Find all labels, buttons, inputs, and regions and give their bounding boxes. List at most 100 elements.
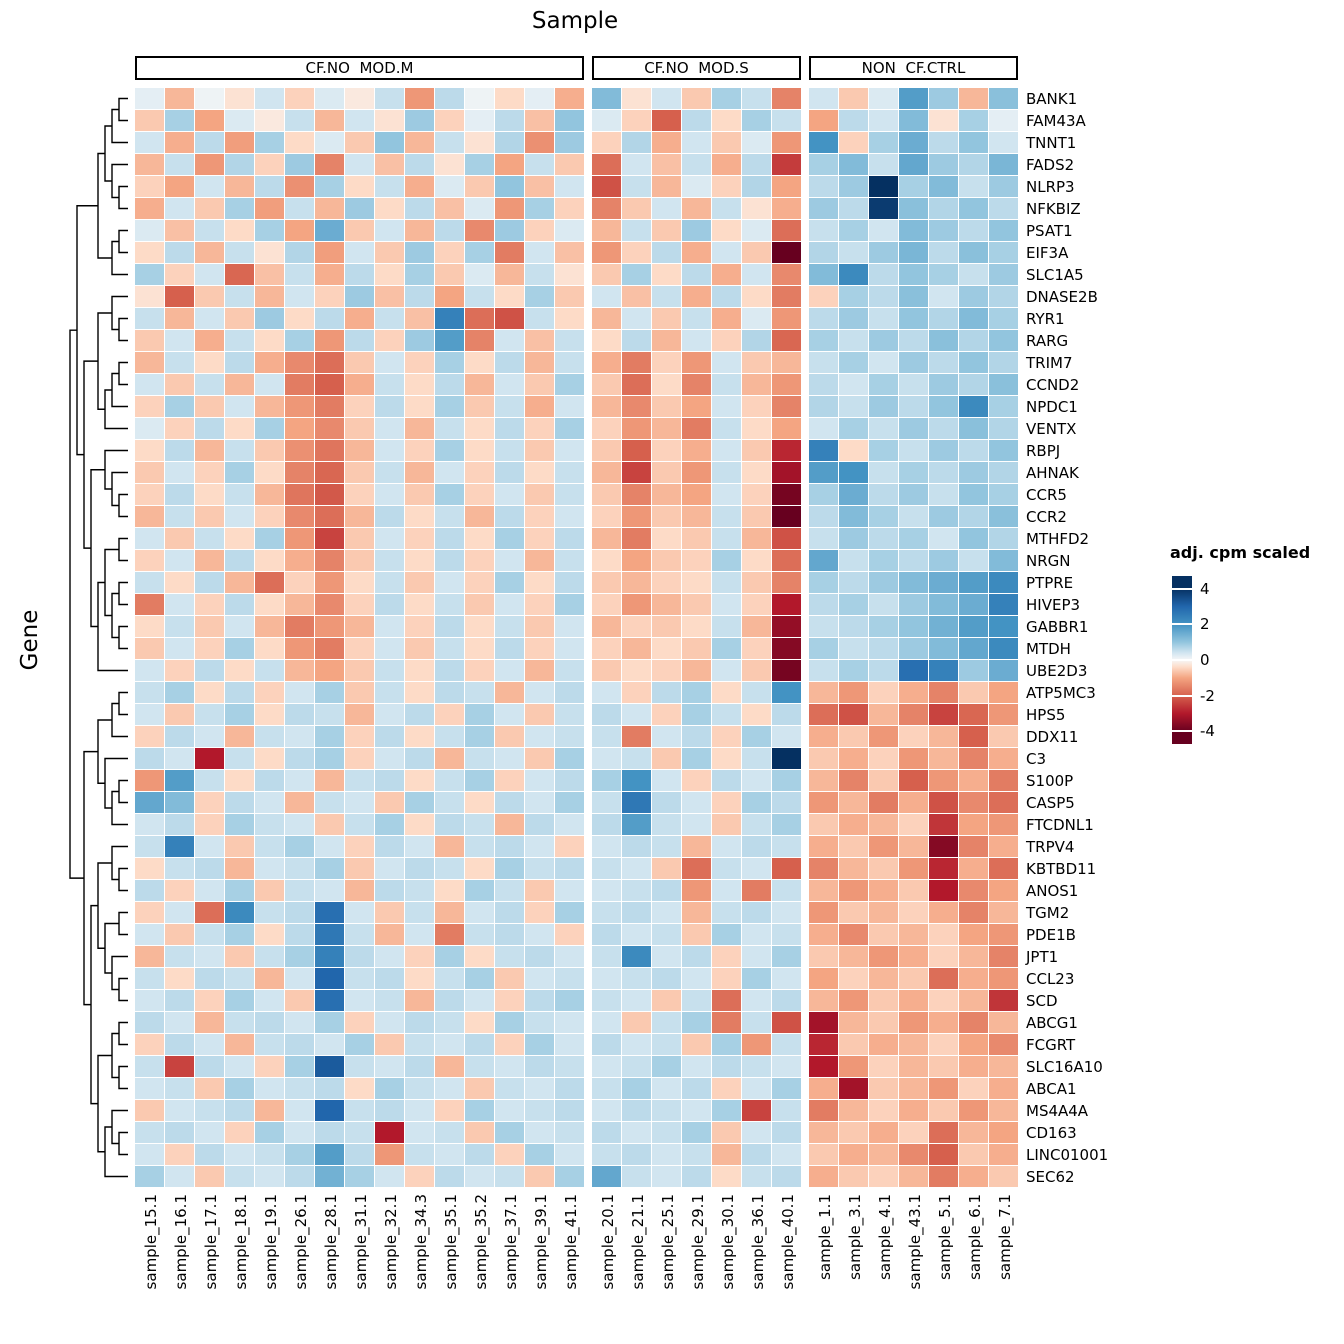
heatmap-cell [839,176,868,197]
gene-label: VENTX [1026,420,1077,438]
heatmap-cell [929,1012,958,1033]
heatmap-cell [135,242,164,263]
heatmap-cell [195,924,224,945]
gene-label: PSAT1 [1026,222,1073,240]
heatmap-cell [525,594,554,615]
heatmap-cell [989,418,1018,439]
heatmap-cell [712,440,741,461]
heatmap-cell [195,440,224,461]
heatmap-cell [405,704,434,725]
heatmap-cell [682,616,711,637]
heatmap-cell [839,594,868,615]
heatmap-cell [195,374,224,395]
heatmap-cell [165,814,194,835]
heatmap-cell [959,660,988,681]
heatmap-cell [652,594,681,615]
heatmap-cell [225,902,254,923]
heatmap-cell [285,1078,314,1099]
heatmap-cell [989,88,1018,109]
heatmap-cell [435,572,464,593]
heatmap-cell [592,814,621,835]
heatmap-cell [315,748,344,769]
heatmap-cell [435,990,464,1011]
heatmap-cell [989,154,1018,175]
heatmap-cell [525,132,554,153]
heatmap-cell [195,660,224,681]
heatmap-cell [375,726,404,747]
heatmap-cell [592,88,621,109]
heatmap-cell [742,1122,771,1143]
heatmap-cell [742,198,771,219]
heatmap-cell [899,396,928,417]
heatmap-cell [525,286,554,307]
heatmap-cell [959,572,988,593]
heatmap-cell [959,1122,988,1143]
heatmap-cell [315,990,344,1011]
heatmap-cell [742,726,771,747]
heatmap-cell [135,616,164,637]
heatmap-cell [899,528,928,549]
heatmap-cell [255,880,284,901]
heatmap-cell [405,154,434,175]
heatmap-cell [495,1166,524,1187]
heatmap-cell [772,132,801,153]
heatmap-cell [742,242,771,263]
heatmap-cell [712,1144,741,1165]
heatmap-cell [315,924,344,945]
heatmap-cell [899,990,928,1011]
heatmap-cell [405,924,434,945]
heatmap-cell [592,440,621,461]
heatmap-cell [682,396,711,417]
heatmap-cell [225,88,254,109]
heatmap-cell [809,330,838,351]
heatmap-cell [405,550,434,571]
heatmap-cell [255,286,284,307]
heatmap-cell [929,704,958,725]
heatmap-cell [869,1144,898,1165]
heatmap-cell [772,1122,801,1143]
gene-label: AHNAK [1026,464,1079,482]
heatmap-cell [652,682,681,703]
heatmap-cell [315,110,344,131]
heatmap-cell [989,1034,1018,1055]
heatmap-cell [869,704,898,725]
heatmap-cell [772,968,801,989]
heatmap-cell [465,770,494,791]
heatmap-cell [959,924,988,945]
sample-label: sample_7.1 [995,1194,1014,1280]
heatmap-cell [809,990,838,1011]
heatmap-cell [712,330,741,351]
heatmap-cell [929,418,958,439]
heatmap-cell [772,1100,801,1121]
heatmap-cell [712,132,741,153]
heatmap-cell [682,286,711,307]
heatmap-cell [929,396,958,417]
heatmap-cell [929,198,958,219]
heatmap-cell [555,242,584,263]
heatmap-cell [682,308,711,329]
heatmap-cell [555,110,584,131]
heatmap-cell [375,440,404,461]
gene-label: CCR2 [1026,508,1067,526]
heatmap-cell [592,792,621,813]
heatmap-cell [165,440,194,461]
gene-label: CCND2 [1026,376,1080,394]
heatmap-cell [555,506,584,527]
heatmap-cell [869,462,898,483]
heatmap-cell [772,902,801,923]
heatmap-cell [809,814,838,835]
heatmap-cell [165,638,194,659]
heatmap-cell [869,1078,898,1099]
heatmap-cell [435,308,464,329]
heatmap-cell [495,154,524,175]
heatmap-cell [375,1100,404,1121]
heatmap-cell [989,902,1018,923]
heatmap-cell [959,198,988,219]
heatmap-cell [712,880,741,901]
heatmap-cell [405,506,434,527]
heatmap-cell [772,1056,801,1077]
heatmap-cell [165,990,194,1011]
heatmap-cell [375,242,404,263]
heatmap-cell [712,638,741,659]
heatmap-cell [592,132,621,153]
